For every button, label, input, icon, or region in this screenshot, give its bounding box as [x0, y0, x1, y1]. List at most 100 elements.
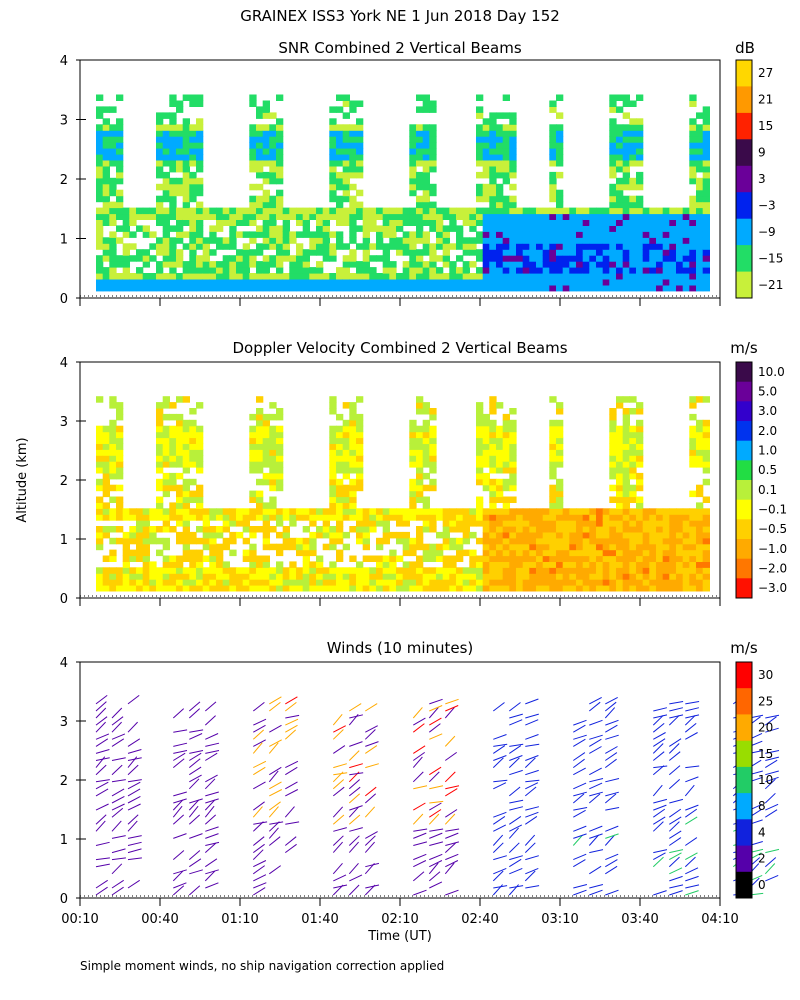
- wind-barb: [205, 798, 219, 804]
- snr-cell: [249, 249, 257, 256]
- snr-cell: [676, 231, 684, 238]
- doppler-cell: [629, 425, 637, 433]
- wind-barb: [333, 874, 347, 882]
- doppler-cell: [222, 520, 230, 527]
- doppler-cell: [462, 526, 470, 533]
- doppler-cell: [636, 555, 644, 562]
- doppler-cell: [596, 573, 604, 580]
- doppler-cell: [502, 437, 510, 444]
- snr-cell: [116, 154, 124, 161]
- doppler-cell: [202, 531, 210, 539]
- doppler-cell: [529, 543, 537, 551]
- doppler-cell: [549, 520, 557, 527]
- doppler-cell: [176, 502, 184, 509]
- doppler-cell: [402, 537, 410, 545]
- snr-cell: [122, 225, 130, 232]
- wind-barb: [653, 707, 668, 712]
- snr-cell: [429, 213, 437, 220]
- doppler-cell: [196, 502, 204, 509]
- snr-cell: [396, 207, 404, 215]
- doppler-cell: [109, 508, 117, 515]
- wind-barb: [764, 863, 776, 875]
- wind-barb: [668, 751, 681, 761]
- doppler-cell: [469, 585, 477, 592]
- wind-barb: [127, 848, 142, 854]
- snr-cell: [262, 279, 270, 286]
- snr-cell: [696, 124, 704, 131]
- doppler-cell: [282, 585, 290, 592]
- doppler-cell: [269, 437, 277, 444]
- wind-barb: [685, 765, 700, 769]
- wind-barb: [332, 841, 343, 853]
- snr-cell: [696, 130, 704, 137]
- snr-cell: [509, 195, 517, 203]
- snr-cell: [476, 255, 484, 262]
- wind-barb: [445, 832, 459, 839]
- snr-cell: [616, 207, 624, 215]
- snr-cell: [182, 136, 190, 143]
- wind-barb: [524, 786, 537, 797]
- doppler-cell: [422, 520, 430, 527]
- doppler-cell: [329, 425, 337, 433]
- snr-cell: [276, 207, 284, 215]
- doppler-cell: [522, 531, 530, 539]
- doppler-cell: [609, 561, 617, 568]
- snr-cell: [556, 207, 564, 215]
- snr-cell: [156, 165, 164, 173]
- snr-cell: [182, 94, 190, 101]
- snr-cell: [562, 267, 570, 274]
- snr-cell: [576, 237, 584, 244]
- doppler-cell: [682, 520, 690, 527]
- doppler-cell: [282, 514, 290, 521]
- snr-cell: [302, 261, 310, 268]
- doppler-cell: [636, 496, 644, 503]
- doppler-cell: [182, 531, 190, 539]
- doppler-cell: [356, 425, 364, 433]
- colorbar-swatch: [736, 499, 752, 520]
- snr-cell: [262, 154, 270, 161]
- doppler-cell: [436, 514, 444, 521]
- doppler-cell: [202, 585, 210, 592]
- snr-cell: [576, 213, 584, 220]
- wind-barb: [573, 809, 586, 818]
- snr-cell: [622, 255, 630, 262]
- snr-cell: [489, 118, 497, 125]
- doppler-cell: [429, 431, 437, 439]
- snr-cell: [669, 213, 677, 220]
- doppler-cell: [142, 537, 150, 545]
- snr-cell: [189, 142, 197, 149]
- doppler-cell: [349, 408, 357, 415]
- doppler-cell: [556, 549, 564, 557]
- doppler-cell: [256, 449, 264, 456]
- snr-cell: [349, 160, 357, 167]
- snr-cell: [696, 160, 704, 167]
- snr-cell: [282, 237, 290, 244]
- snr-cell: [416, 160, 424, 167]
- doppler-cell: [309, 514, 317, 521]
- snr-cell: [689, 142, 697, 149]
- snr-cell: [702, 213, 710, 220]
- snr-cell: [516, 273, 524, 280]
- doppler-cell: [616, 561, 624, 568]
- snr-cell: [349, 195, 357, 203]
- snr-cell: [489, 219, 497, 226]
- snr-cell: [236, 255, 244, 262]
- doppler-cell: [689, 543, 697, 551]
- wind-barb: [492, 842, 504, 853]
- doppler-cell: [356, 443, 364, 450]
- doppler-cell: [156, 484, 164, 492]
- snr-cell: [696, 165, 704, 173]
- doppler-cell: [256, 579, 264, 586]
- snr-cell: [522, 255, 530, 262]
- wind-barb: [127, 757, 142, 761]
- snr-cell: [96, 154, 104, 161]
- doppler-cell: [409, 502, 417, 509]
- doppler-cell: [676, 549, 684, 557]
- snr-cell: [322, 284, 330, 292]
- wind-barb: [413, 717, 426, 726]
- wind-barb: [413, 841, 428, 846]
- snr-cell: [502, 201, 510, 209]
- doppler-cell: [356, 561, 364, 568]
- snr-cell: [689, 243, 697, 250]
- wind-barb: [205, 833, 219, 839]
